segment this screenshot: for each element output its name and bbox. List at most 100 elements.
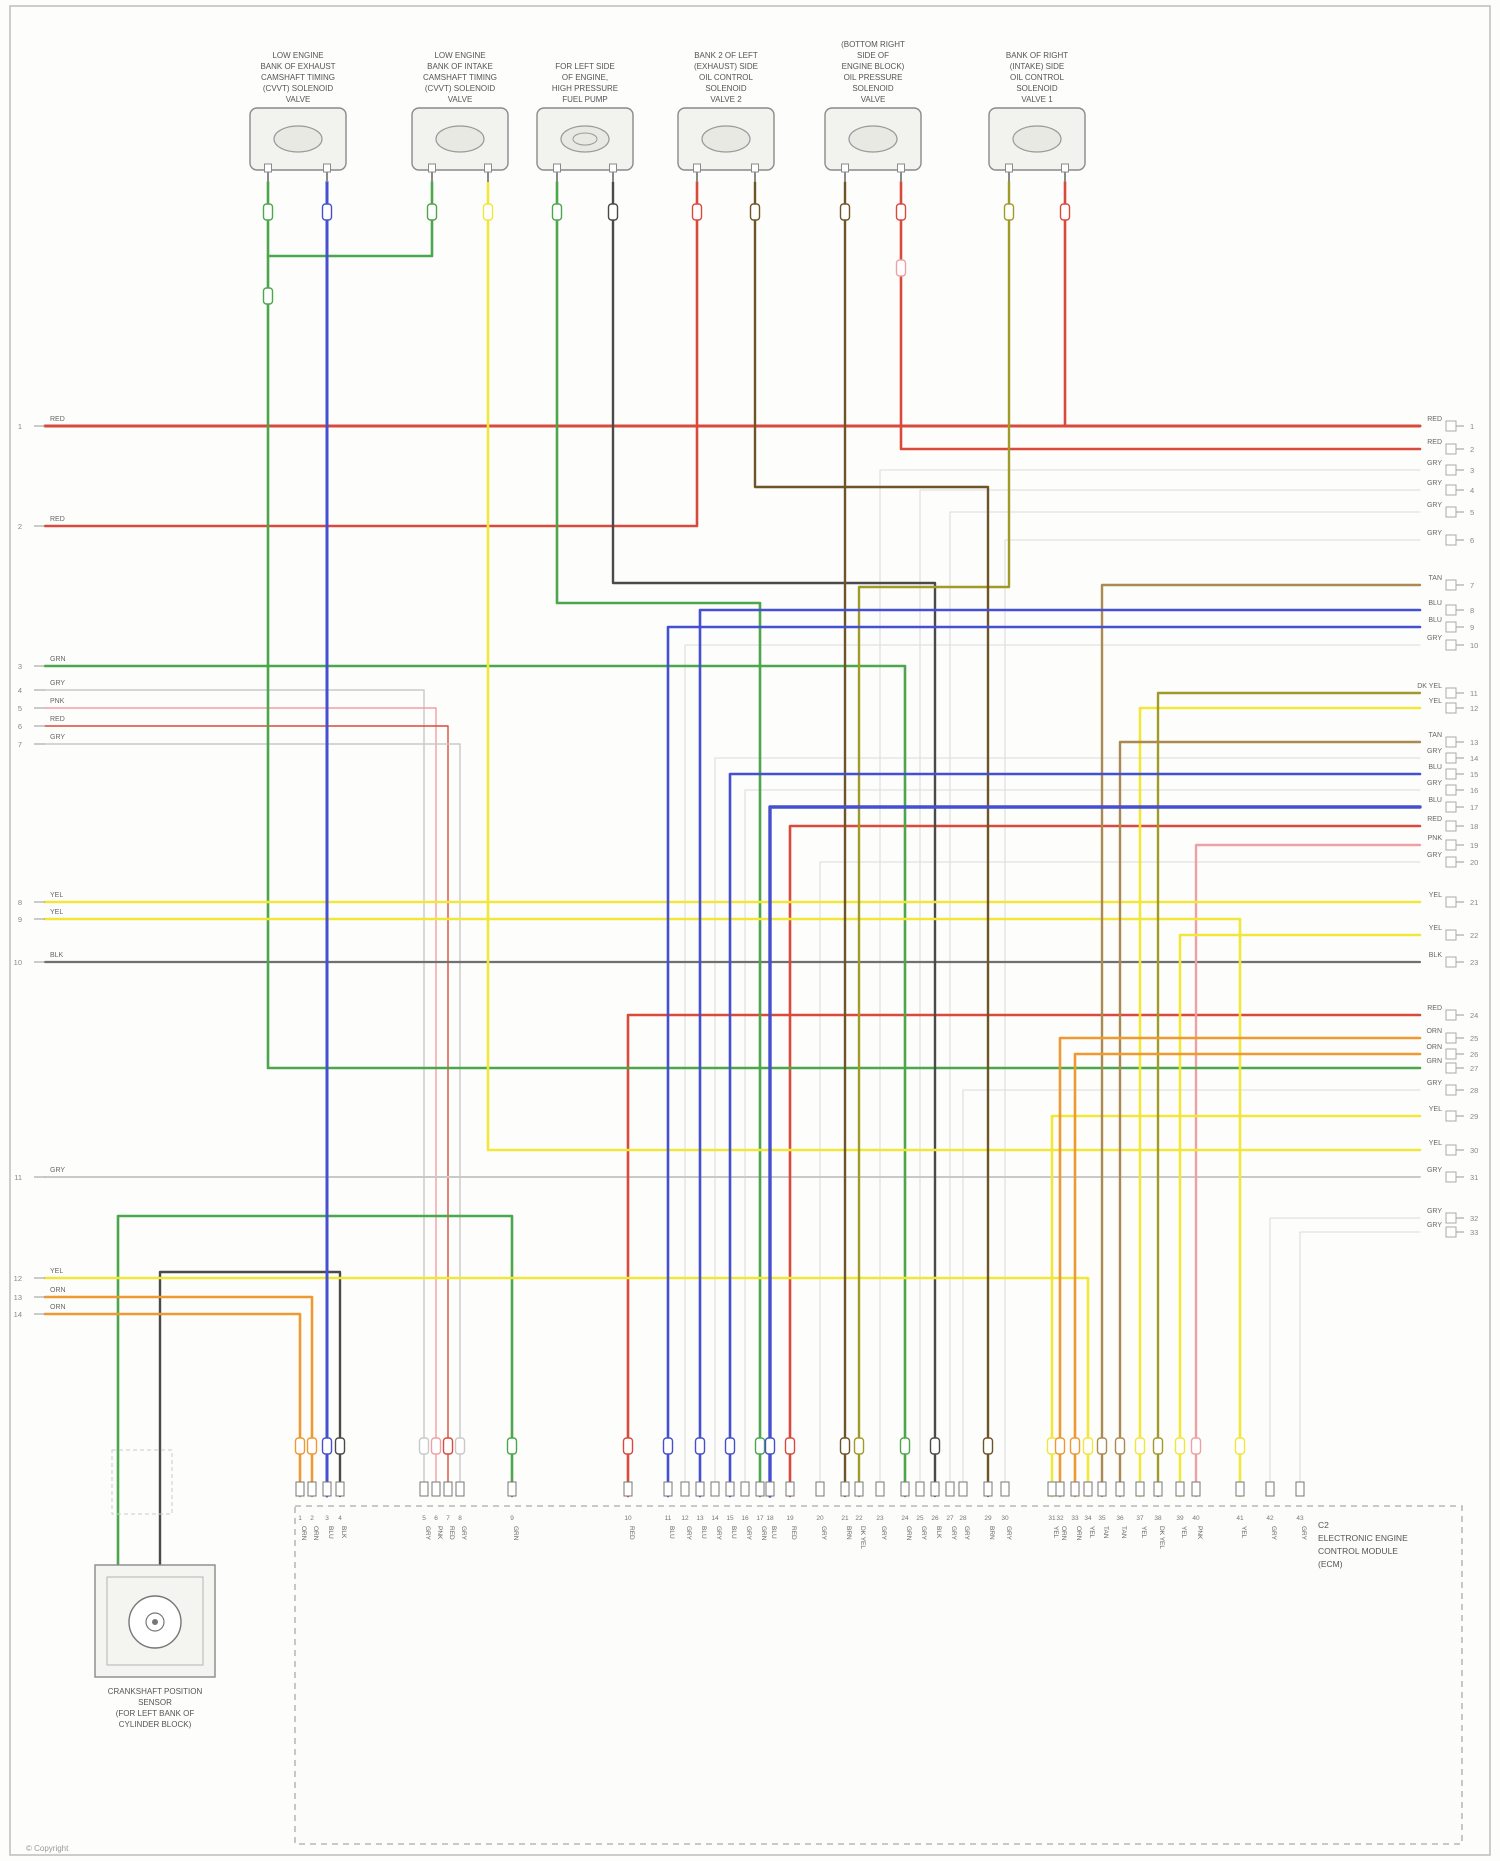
component-pin-terminal [553, 163, 561, 173]
right-pin-terminal [1445, 956, 1457, 968]
left-pin-label: YEL [50, 909, 63, 916]
right-pin-label: BLU [1428, 600, 1442, 607]
wire-blue [768, 805, 1422, 1498]
ecm-pin-number: 33 [1071, 1515, 1079, 1522]
right-pin-label: GRY [1427, 530, 1442, 537]
left-pin-label: RED [50, 416, 65, 423]
right-pin-number: 8 [1470, 606, 1474, 615]
left-pin-label: YEL [50, 1268, 63, 1275]
right-pin-terminal [1445, 579, 1457, 591]
ecm-pin [915, 1481, 925, 1497]
ecm-pin-circuit-label: YEL [1088, 1526, 1095, 1539]
wire-pink [1194, 843, 1422, 1498]
ecm-pin-circuit-label: DK YEL [859, 1526, 866, 1549]
component-2: LOW ENGINE BANK OF INTAKE CAMSHAFT TIMING(… [411, 51, 509, 182]
wire-gray [44, 689, 425, 1497]
ecm-pin-circuit-label: DK YEL [1158, 1526, 1165, 1549]
wire-green [266, 180, 1422, 1070]
right-pin-terminal [1445, 856, 1457, 868]
ecm-pin [1153, 1481, 1163, 1497]
right-pin-terminal [1445, 1084, 1457, 1096]
ecm-pin-circuit-label: YEL [1240, 1526, 1247, 1539]
right-pin-terminal [1445, 1062, 1457, 1074]
component-5: (BOTTOM RIGHT SIDE OF ENGINE BLOCK) OIL PRE… [824, 40, 922, 182]
ecm-pin [755, 1481, 765, 1497]
ecm-pin-number: 28 [959, 1515, 967, 1522]
right-pin-terminal [1445, 1171, 1457, 1183]
left-pin-number: 1 [18, 422, 22, 431]
right-pin-label: BLU [1428, 797, 1442, 804]
left-pin-number: 3 [18, 662, 22, 671]
ecm-pin-circuit-label: GRN [760, 1526, 767, 1541]
left-pin-label: YEL [50, 892, 63, 899]
wire-faint [714, 757, 1421, 1497]
ecm-pin [785, 1481, 795, 1497]
left-pin-label: ORN [50, 1304, 66, 1311]
wire-green [555, 180, 762, 1498]
ecm-pin-number: 37 [1136, 1515, 1144, 1522]
ecm-pin [1097, 1481, 1107, 1497]
ecm-pin-number: 20 [816, 1515, 824, 1522]
right-pin-label: GRY [1427, 635, 1442, 642]
left-pin-label: BLK [50, 952, 64, 959]
right-pin-terminal [1445, 621, 1457, 633]
ecm-pin-circuit-label: ORN [1075, 1526, 1082, 1541]
right-pin-number: 11 [1470, 689, 1478, 698]
ecm-pin [335, 1481, 345, 1497]
position-sensor: CRANKSHAFT POSITION SENSOR (FOR LEFT BANK … [94, 1449, 216, 1729]
component-pin-terminal [428, 163, 436, 173]
wire-red [626, 1013, 1422, 1498]
right-pin-label: ORN [1426, 1028, 1442, 1035]
ecm-pin-number: 19 [786, 1515, 794, 1522]
right-pin-number: 23 [1470, 958, 1478, 967]
solenoid-coil-symbol [701, 125, 751, 153]
ecm-pin-number: 18 [766, 1515, 774, 1522]
ecm-pin-circuit-label: BLU [668, 1526, 675, 1539]
inline-connector [839, 203, 851, 221]
right-pin-number: 31 [1470, 1173, 1478, 1182]
ecm-pin [958, 1481, 968, 1497]
left-pin-number: 6 [18, 722, 22, 731]
ecm-pin-number: 3 [325, 1515, 329, 1522]
right-pin-number: 25 [1470, 1034, 1478, 1043]
ecm-pin [1055, 1481, 1065, 1497]
inline-connector [551, 203, 563, 221]
wire-yellow [43, 917, 1242, 1498]
right-pin-number: 15 [1470, 770, 1478, 779]
ecm-pin [1235, 1481, 1245, 1497]
right-pin-label: YEL [1429, 698, 1442, 705]
right-pin-number: 24 [1470, 1011, 1478, 1020]
inline-connector [1069, 1437, 1081, 1455]
right-pin-number: 29 [1470, 1112, 1478, 1121]
wire-pink [44, 707, 437, 1497]
left-pin-label: GRN [50, 656, 66, 663]
right-pin-number: 20 [1470, 858, 1478, 867]
ecm-pin-number: 26 [931, 1515, 939, 1522]
ecm-pin-number: 11 [665, 1515, 672, 1522]
right-pin-terminal [1445, 820, 1457, 832]
right-pin-number: 16 [1470, 786, 1478, 795]
ecm-pin [1265, 1481, 1275, 1497]
right-pin-terminal [1445, 484, 1457, 496]
ecm-pin-number: 21 [841, 1515, 849, 1522]
right-pin-terminal [1445, 702, 1457, 714]
ecm-pin-circuit-label: YEL [1140, 1526, 1147, 1539]
ecm-pin-number: 5 [422, 1515, 426, 1522]
right-pin-number: 3 [1470, 466, 1474, 475]
wire-blue [666, 625, 1422, 1498]
right-pin-number: 21 [1470, 898, 1478, 907]
ecm-pin [322, 1481, 332, 1497]
wire-olive [857, 180, 1011, 1498]
ecm-pin [854, 1481, 864, 1497]
wire-red [44, 725, 449, 1497]
right-pin-label: GRY [1427, 748, 1442, 755]
ecm-pin-number: 12 [681, 1515, 689, 1522]
right-pin-terminal [1445, 420, 1457, 432]
inline-connector [899, 1437, 911, 1455]
component-pin-terminal [1005, 163, 1013, 173]
right-pin-terminal [1445, 1212, 1457, 1224]
ecm-pin-circuit-label: GRN [905, 1526, 912, 1541]
right-pin-terminal [1445, 464, 1457, 476]
ecm-boundary [294, 1505, 1463, 1845]
